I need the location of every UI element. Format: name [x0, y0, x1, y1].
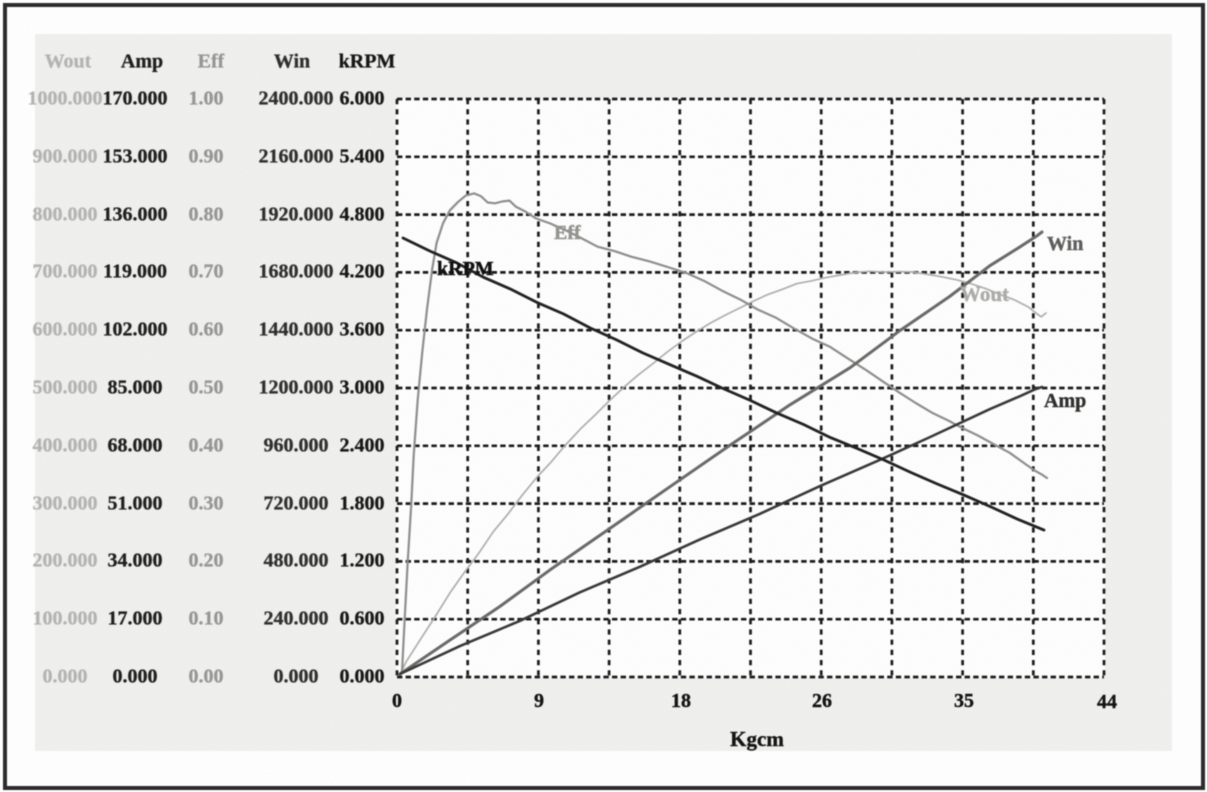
- svg-text:0: 0: [392, 690, 402, 712]
- svg-text:Wout: Wout: [960, 282, 1009, 306]
- svg-text:18: 18: [671, 690, 691, 712]
- svg-text:Amp: Amp: [1044, 390, 1086, 412]
- svg-text:26: 26: [812, 690, 832, 712]
- svg-text:kRPM: kRPM: [437, 258, 494, 280]
- svg-text:9: 9: [534, 690, 544, 712]
- svg-text:44: 44: [1097, 691, 1117, 713]
- svg-text:Win: Win: [1047, 233, 1083, 255]
- svg-text:35: 35: [954, 690, 974, 712]
- svg-text:Eff: Eff: [554, 222, 581, 244]
- svg-text:Kgcm: Kgcm: [730, 727, 784, 751]
